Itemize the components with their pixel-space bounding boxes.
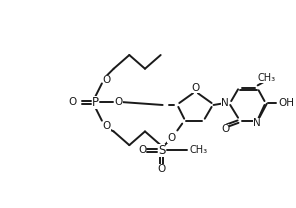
Text: O: O bbox=[192, 83, 200, 93]
Text: CH₃: CH₃ bbox=[258, 73, 276, 83]
Text: O: O bbox=[221, 124, 229, 134]
Text: N: N bbox=[253, 118, 260, 128]
Text: O: O bbox=[167, 133, 176, 143]
Text: S: S bbox=[158, 144, 165, 157]
Text: O: O bbox=[138, 145, 146, 155]
Text: O: O bbox=[68, 97, 77, 107]
Text: O: O bbox=[115, 97, 123, 107]
Text: P: P bbox=[91, 95, 99, 109]
Text: OH: OH bbox=[278, 98, 294, 108]
Text: O: O bbox=[103, 74, 111, 84]
Text: CH₃: CH₃ bbox=[189, 145, 207, 155]
Text: N: N bbox=[221, 98, 229, 108]
Text: O: O bbox=[157, 164, 166, 174]
Text: O: O bbox=[103, 121, 111, 131]
